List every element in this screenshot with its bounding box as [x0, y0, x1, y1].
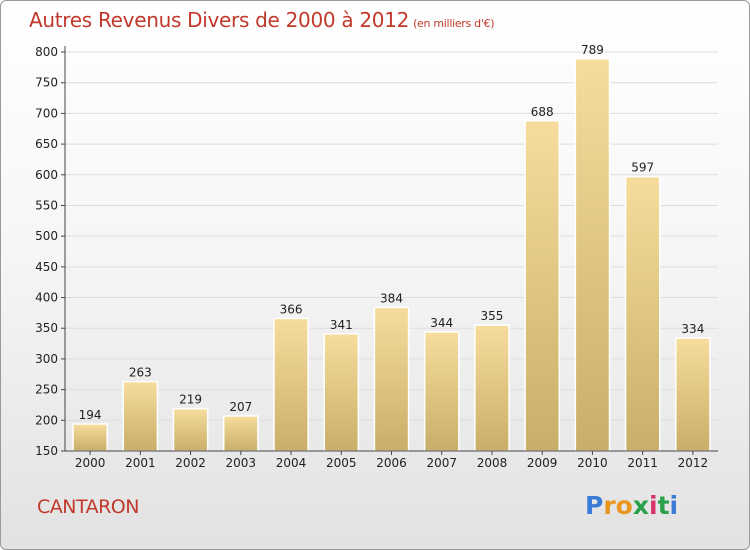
x-tick-label: 2012: [678, 456, 709, 470]
y-tick-label: 350: [35, 321, 58, 335]
x-tick-label: 2002: [175, 456, 206, 470]
y-tick-label: 450: [35, 260, 58, 274]
x-tick-label: 2011: [627, 456, 658, 470]
y-tick-label: 500: [35, 229, 58, 243]
bar-value-label: 789: [581, 43, 604, 57]
chart-title-text: Autres Revenus Divers de 2000 à 2012: [29, 8, 410, 32]
logo-letter: o: [615, 491, 633, 520]
x-tick-label: 2003: [226, 456, 257, 470]
bar: [72, 423, 108, 452]
x-tick-label: 2004: [276, 456, 307, 470]
x-tick-label: 2005: [326, 456, 357, 470]
x-tick-label: 2006: [376, 456, 407, 470]
logo-letter: i: [649, 491, 658, 520]
bar-value-label: 344: [430, 316, 453, 330]
axes: 150 200 250 300 350 400 450 500 550 600 650 700 750 8…: [35, 45, 718, 470]
logo-letter: r: [603, 491, 616, 520]
y-tick-label: 150: [35, 444, 58, 458]
bar-value-label: 219: [179, 393, 202, 407]
bar-value-label: 334: [681, 322, 704, 336]
x-tick-label: 2010: [577, 456, 608, 470]
x-tick-label: 2001: [125, 456, 156, 470]
bar: [524, 120, 561, 452]
y-tick-label: 600: [35, 168, 58, 182]
chart-unit: (en milliers d'€): [413, 17, 495, 30]
bar: [675, 337, 711, 452]
bar-value-label: 355: [481, 309, 504, 323]
bar-value-label: 597: [631, 161, 654, 175]
y-tick-label: 400: [35, 291, 58, 305]
bar: [574, 58, 611, 452]
y-tick-label: 800: [35, 45, 58, 59]
commune-name: CANTARON: [37, 496, 139, 518]
x-tick-label: 2000: [75, 456, 106, 470]
bar: [323, 333, 360, 452]
y-tick-label: 550: [35, 198, 58, 212]
bar-value-label: 194: [79, 408, 102, 422]
bar-value-label: 341: [330, 318, 353, 332]
proxiti-logo: Proxiti: [585, 491, 678, 520]
y-tick-label: 700: [35, 106, 58, 120]
x-tick-label: 2008: [477, 456, 508, 470]
x-tick-label: 2007: [426, 456, 457, 470]
bar-value-label: 207: [229, 400, 252, 414]
y-tick-label: 750: [35, 76, 58, 90]
bar-value-label: 384: [380, 291, 403, 305]
chart-title: Autres Revenus Divers de 2000 à 2012 (en …: [29, 8, 495, 32]
bar: [222, 415, 259, 452]
bar-value-label: 688: [531, 105, 554, 119]
bar: [474, 324, 510, 452]
bar: [624, 175, 661, 452]
logo-letter: P: [585, 491, 604, 520]
bar: [172, 407, 209, 452]
bar: [273, 317, 309, 452]
y-tick-label: 250: [35, 383, 58, 397]
bar: [373, 306, 410, 452]
y-tick-label: 300: [35, 352, 58, 366]
bar-value-label: 263: [129, 366, 152, 380]
y-tick-label: 200: [35, 413, 58, 427]
bar: [122, 380, 159, 452]
y-tick-label: 650: [35, 137, 58, 151]
bar: [423, 331, 460, 452]
logo-letter: t: [657, 491, 670, 520]
bar-value-label: 366: [280, 302, 303, 316]
x-tick-label: 2009: [527, 456, 558, 470]
logo-letter: i: [669, 491, 679, 520]
logo-letter: x: [632, 491, 649, 520]
